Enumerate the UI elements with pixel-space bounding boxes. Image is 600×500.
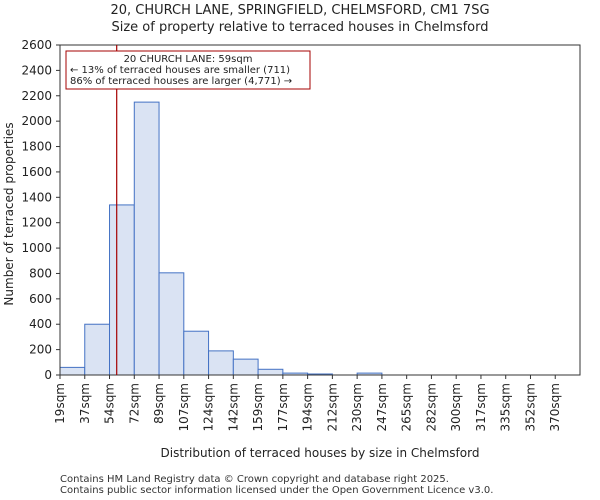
- plot-frame: [59, 44, 581, 376]
- x-tick-label: 212sqm: [325, 383, 339, 431]
- bar-72sqm: [133, 101, 160, 376]
- x-tick-label: 37sqm: [78, 383, 92, 424]
- x-tick-label: 72sqm: [127, 383, 141, 424]
- x-axis-label: Distribution of terraced houses by size …: [161, 446, 480, 460]
- y-tick-label: 1400: [21, 190, 52, 204]
- y-tick-label: 600: [29, 292, 52, 306]
- y-tick-label: 400: [29, 317, 52, 331]
- bar-19sqm: [59, 366, 86, 376]
- x-tick-label: 265sqm: [400, 383, 414, 431]
- x-tick-label: 177sqm: [276, 383, 290, 431]
- marker-annotation-line-1: 20 CHURCH LANE: 59sqm: [124, 54, 253, 65]
- y-tick-label: 2600: [21, 38, 52, 52]
- x-tick-label: 230sqm: [350, 383, 364, 431]
- x-tick-label: 194sqm: [301, 383, 315, 431]
- bar-107sqm: [183, 330, 210, 376]
- bar-37sqm: [84, 323, 111, 376]
- y-tick-label: 2400: [21, 63, 52, 77]
- y-tick-label: 1200: [21, 216, 52, 230]
- x-tick-label: 282sqm: [424, 383, 438, 431]
- x-tick-label: 89sqm: [152, 383, 166, 424]
- marker-annotation-line-3: 86% of terraced houses are larger (4,771…: [70, 76, 292, 87]
- x-tick-label: 159sqm: [251, 383, 265, 431]
- x-tick-label: 335sqm: [499, 383, 513, 431]
- y-tick-label: 1600: [21, 165, 52, 179]
- chart-title-line1: 20, CHURCH LANE, SPRINGFIELD, CHELMSFORD…: [110, 3, 490, 18]
- x-tick-label: 142sqm: [226, 383, 240, 431]
- x-tick-label: 107sqm: [177, 383, 191, 431]
- bar-159sqm: [257, 368, 284, 376]
- y-axis-label: Number of terraced properties: [2, 122, 16, 305]
- x-tick-label: 300sqm: [449, 383, 463, 431]
- bar-89sqm: [158, 272, 185, 376]
- y-tick-label: 200: [29, 343, 52, 357]
- y-tick-label: 2200: [21, 89, 52, 103]
- x-tick-label: 317sqm: [474, 383, 488, 431]
- x-tick-label: 54sqm: [103, 383, 117, 424]
- bar-124sqm: [208, 350, 234, 376]
- chart-title-line2: Size of property relative to terraced ho…: [111, 20, 489, 35]
- marker-annotation-box: [65, 50, 311, 90]
- x-tick-label: 247sqm: [375, 383, 389, 431]
- marker-annotation-line-2: ← 13% of terraced houses are smaller (71…: [70, 65, 290, 76]
- x-tick-label: 352sqm: [523, 383, 537, 431]
- footer-line2: Contains public sector information licen…: [60, 485, 494, 496]
- y-tick-label: 800: [29, 266, 52, 280]
- x-tick-label: 19sqm: [53, 383, 67, 424]
- footer-line1: Contains HM Land Registry data © Crown c…: [60, 474, 449, 485]
- bar-54sqm: [109, 204, 135, 376]
- x-tick-label: 370sqm: [548, 383, 562, 431]
- y-tick-label: 2000: [21, 114, 52, 128]
- bar-142sqm: [232, 358, 259, 376]
- y-tick-label: 1800: [21, 140, 52, 154]
- y-tick-label: 0: [44, 368, 52, 382]
- y-tick-label: 1000: [21, 241, 52, 255]
- x-tick-label: 124sqm: [202, 383, 216, 431]
